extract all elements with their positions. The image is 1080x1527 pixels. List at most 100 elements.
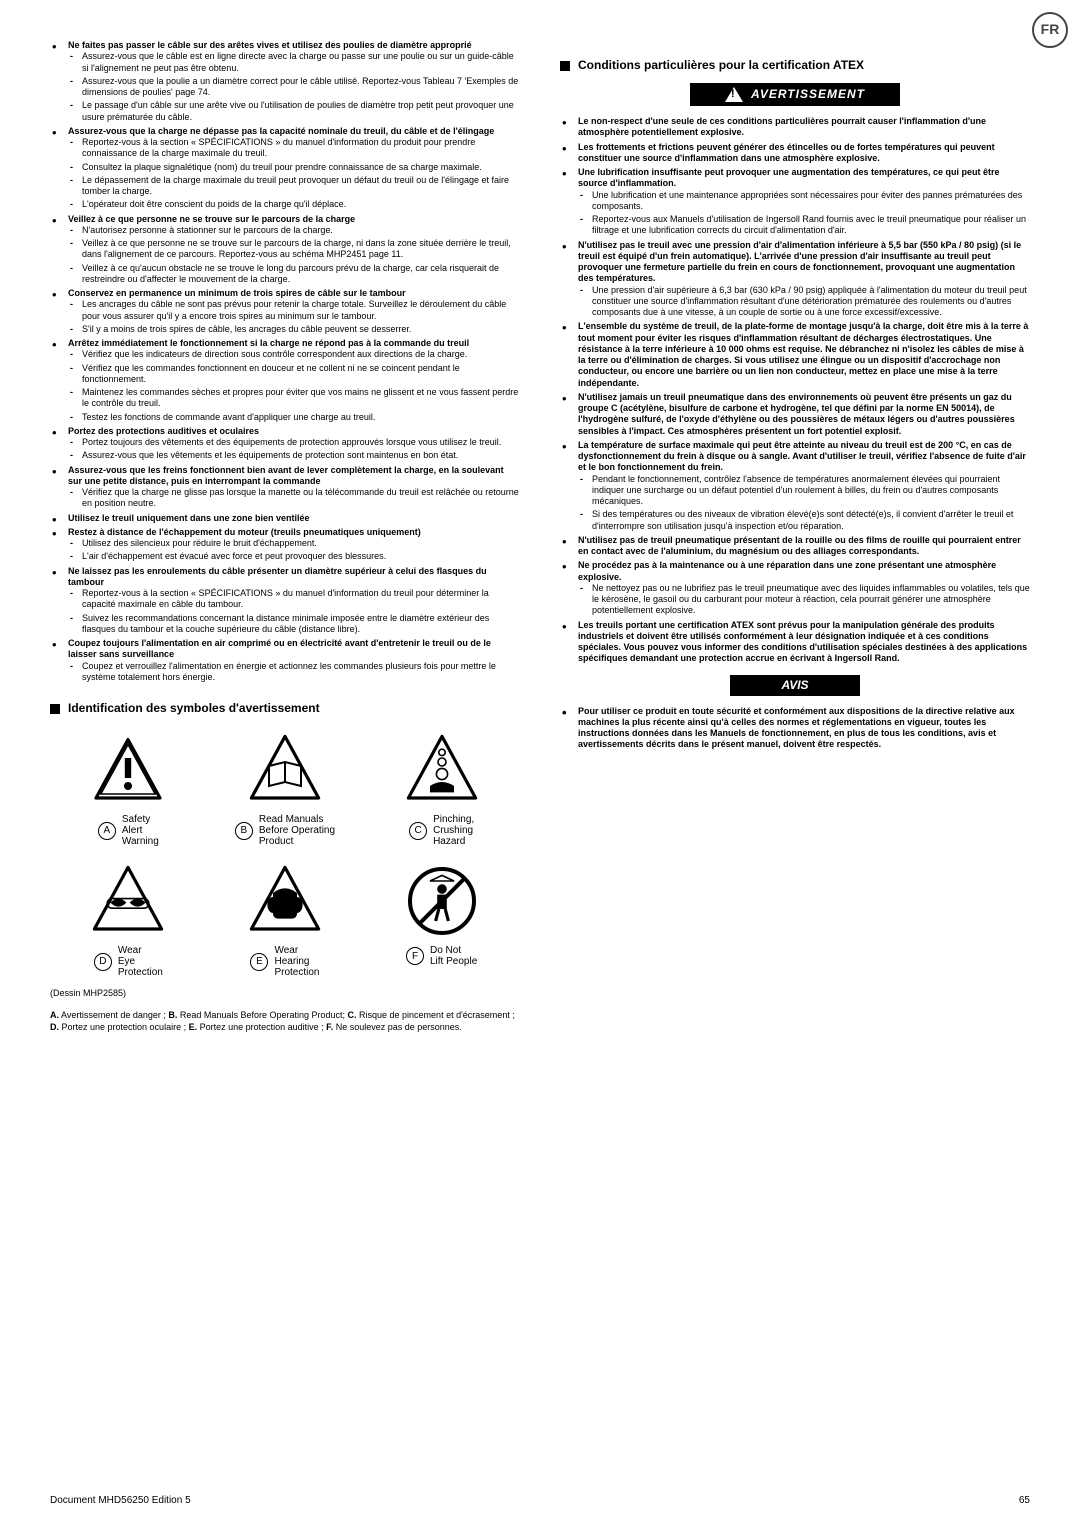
bullet-item: Restez à distance de l'échappement du mo… [50, 527, 520, 563]
bullet-item: Le non-respect d'une seule de ces condit… [560, 116, 1030, 139]
symbols-legend: A. Avertissement de danger ; B. Read Man… [50, 1009, 520, 1033]
two-column-layout: Ne faites pas passer le câble sur des ar… [50, 40, 1030, 1034]
symbol-label: Pinching, Crushing Hazard [433, 814, 474, 847]
dash-item: Les ancrages du câble ne sont pas prévus… [68, 299, 520, 322]
dash-item: Une pression d'air supérieure à 6,3 bar … [578, 285, 1030, 319]
bullet-item: Portez des protections auditives et ocul… [50, 426, 520, 462]
symbol-e: E Wear Hearing Protection [215, 861, 355, 978]
symbol-label: Safety Alert Warning [122, 814, 159, 847]
symbol-label: Read Manuals Before Operating Product [259, 814, 335, 847]
dash-item: Ne nettoyez pas ou ne lubrifiez pas le t… [578, 583, 1030, 617]
dash-sublist: N'autorisez personne à stationner sur le… [68, 225, 520, 285]
dash-item: Vérifiez que les indicateurs de directio… [68, 349, 520, 360]
bullet-item: Veillez à ce que personne ne se trouve s… [50, 214, 520, 286]
dash-item: Assurez-vous que la poulie a un diamètre… [68, 76, 520, 99]
drawing-ref: (Dessin MHP2585) [50, 988, 520, 999]
page-footer: Document MHD56250 Edition 5 65 [50, 1495, 1030, 1508]
dash-item: Suivez les recommandations concernant la… [68, 613, 520, 636]
dash-sublist: Coupez et verrouillez l'alimentation en … [68, 661, 520, 684]
dash-sublist: Une lubrification et une maintenance app… [578, 190, 1030, 237]
warning-banner: AVERTISSEMENT [690, 83, 900, 106]
dash-item: Reportez-vous à la section « SPÉCIFICATI… [68, 588, 520, 611]
bullet-item: Assurez-vous que la charge ne dépasse pa… [50, 126, 520, 211]
symbol-letter: F [406, 947, 424, 965]
page-number: 65 [1019, 1495, 1030, 1508]
lang-badge: FR [1032, 12, 1068, 48]
bullet-item: N'utilisez jamais un treuil pneumatique … [560, 392, 1030, 437]
symbol-letter: C [409, 822, 427, 840]
dash-item: Assurez-vous que le câble est en ligne d… [68, 51, 520, 74]
bullet-item: N'utilisez pas de treuil pneumatique pré… [560, 535, 1030, 558]
dash-item: S'il y a moins de trois spires de câble,… [68, 324, 520, 335]
dash-sublist: Reportez-vous à la section « SPÉCIFICATI… [68, 137, 520, 211]
dash-item: Reportez-vous aux Manuels d'utilisation … [578, 214, 1030, 237]
bullet-item: Assurez-vous que les freins fonctionnent… [50, 465, 520, 510]
bullet-item: Utilisez le treuil uniquement dans une z… [50, 513, 520, 524]
symbol-label: Wear Hearing Protection [274, 945, 319, 978]
bullet-item: Coupez toujours l'alimentation en air co… [50, 638, 520, 683]
right-column: Conditions particulières pour la certifi… [560, 40, 1030, 1034]
dash-sublist: Une pression d'air supérieure à 6,3 bar … [578, 285, 1030, 319]
symbol-f: F Do Not Lift People [372, 861, 512, 978]
symbols-row-1: A Safety Alert Warning B Read Manuals Be… [50, 730, 520, 847]
symbol-a: A Safety Alert Warning [58, 730, 198, 847]
hearing-protection-icon [245, 861, 325, 941]
right-bullet-list: Le non-respect d'une seule de ces condit… [560, 116, 1030, 665]
dash-item: Coupez et verrouillez l'alimentation en … [68, 661, 520, 684]
dash-item: Vérifiez que la charge ne glisse pas lor… [68, 487, 520, 510]
bullet-item: Les frottements et frictions peuvent gén… [560, 142, 1030, 165]
dash-item: Le passage d'un câble sur une arête vive… [68, 100, 520, 123]
left-column: Ne faites pas passer le câble sur des ar… [50, 40, 520, 1034]
dash-item: N'autorisez personne à stationner sur le… [68, 225, 520, 236]
dash-sublist: Vérifiez que les indicateurs de directio… [68, 349, 520, 423]
bullet-item: Les treuils portant une certification AT… [560, 620, 1030, 665]
symbol-b: B Read Manuals Before Operating Product [215, 730, 355, 847]
eye-protection-icon [88, 861, 168, 941]
symbol-letter: D [94, 953, 112, 971]
symbols-row-2: D Wear Eye Protection E Wear Hearing Pro… [50, 861, 520, 978]
bullet-item: Conservez en permanence un minimum de tr… [50, 288, 520, 335]
bullet-item: L'ensemble du système de treuil, de la p… [560, 321, 1030, 389]
dash-item: Une lubrification et une maintenance app… [578, 190, 1030, 213]
symbol-label: Do Not Lift People [430, 945, 477, 967]
dash-sublist: Vérifiez que la charge ne glisse pas lor… [68, 487, 520, 510]
symbol-d: D Wear Eye Protection [58, 861, 198, 978]
left-bullet-list: Ne faites pas passer le câble sur des ar… [50, 40, 520, 683]
dash-item: Veillez à ce qu'aucun obstacle ne se tro… [68, 263, 520, 286]
do-not-lift-people-icon [402, 861, 482, 941]
dash-item: Utilisez des silencieux pour réduire le … [68, 538, 520, 549]
dash-item: Reportez-vous à la section « SPÉCIFICATI… [68, 137, 520, 160]
warning-triangle-icon [725, 87, 743, 102]
dash-item: Testez les fonctions de commande avant d… [68, 412, 520, 423]
atex-section-title: Conditions particulières pour la certifi… [560, 58, 1030, 73]
avis-item: Pour utiliser ce produit en toute sécuri… [560, 706, 1030, 751]
dash-item: Le dépassement de la charge maximale du … [68, 175, 520, 198]
bullet-item: N'utilisez pas le treuil avec une pressi… [560, 240, 1030, 319]
bullet-item: Ne laissez pas les enroulements du câble… [50, 566, 520, 636]
symbols-section-title: Identification des symboles d'avertissem… [50, 701, 520, 716]
dash-item: L'air d'échappement est évacué avec forc… [68, 551, 520, 562]
dash-sublist: Ne nettoyez pas ou ne lubrifiez pas le t… [578, 583, 1030, 617]
warning-label: AVERTISSEMENT [751, 87, 865, 102]
dash-item: Maintenez les commandes sèches et propre… [68, 387, 520, 410]
dash-item: Portez toujours des vêtements et des équ… [68, 437, 520, 448]
dash-sublist: Utilisez des silencieux pour réduire le … [68, 538, 520, 563]
dash-item: L'opérateur doit être conscient du poids… [68, 199, 520, 210]
dash-item: Pendant le fonctionnement, contrôlez l'a… [578, 474, 1030, 508]
bullet-item: Une lubrification insuffisante peut prov… [560, 167, 1030, 237]
doc-ref: Document MHD56250 Edition 5 [50, 1495, 191, 1508]
bullet-item: Ne procédez pas à la maintenance ou à un… [560, 560, 1030, 616]
dash-item: Assurez-vous que les vêtements et les éq… [68, 450, 520, 461]
dash-sublist: Pendant le fonctionnement, contrôlez l'a… [578, 474, 1030, 532]
avis-bullet-list: Pour utiliser ce produit en toute sécuri… [560, 706, 1030, 751]
symbol-c: C Pinching, Crushing Hazard [372, 730, 512, 847]
symbol-label: Wear Eye Protection [118, 945, 163, 978]
bullet-item: La température de surface maximale qui p… [560, 440, 1030, 532]
symbol-letter: E [250, 953, 268, 971]
symbol-letter: A [98, 822, 116, 840]
dash-sublist: Assurez-vous que le câble est en ligne d… [68, 51, 520, 123]
bullet-item: Ne faites pas passer le câble sur des ar… [50, 40, 520, 123]
dash-sublist: Les ancrages du câble ne sont pas prévus… [68, 299, 520, 335]
avis-banner: AVIS [730, 675, 860, 696]
safety-alert-icon [88, 730, 168, 810]
